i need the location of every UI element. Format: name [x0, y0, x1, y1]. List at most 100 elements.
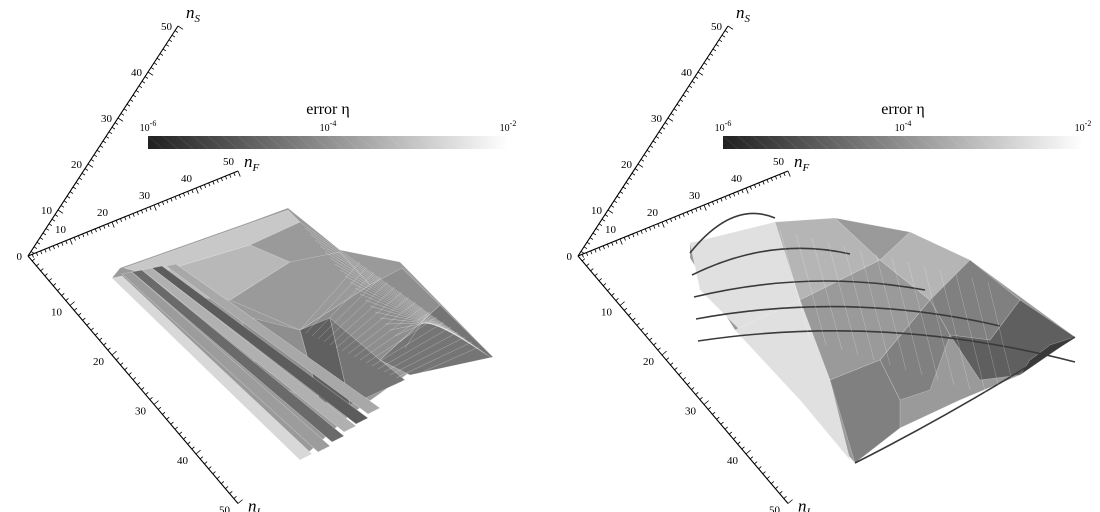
axis-nF-tick [174, 196, 177, 200]
axis-nI-tick [136, 382, 141, 386]
surface-mesh-line [891, 257, 923, 376]
axis-nI-tick [82, 317, 86, 321]
legend-title: error η [306, 101, 349, 118]
axis-nF-tick [712, 201, 715, 205]
axis-nI-tick [707, 406, 712, 410]
surface-mesh-line [365, 316, 438, 364]
legend-mesh-line [902, 135, 919, 150]
axis-nI-tick [632, 317, 636, 321]
surface-mesh-line [339, 269, 467, 342]
surface-mesh-line [324, 251, 476, 348]
axis-nF-tick [602, 245, 605, 250]
surface-chart-svg: 0 10 20 30 40 50 nS 10 20 30 40 50 nF 10 20 30 40 50 nI err… [567, 3, 1092, 512]
axis-nI-tick [162, 411, 166, 415]
surface-cliff [329, 317, 406, 406]
legend-tick-exponent: -6 [725, 119, 732, 128]
axis-nI-tick [69, 301, 75, 306]
axis-nS-tick [694, 76, 699, 79]
surface-mesh-line [323, 281, 389, 343]
legend-mesh-line [462, 135, 479, 150]
axis-nI-tick [90, 327, 94, 331]
axis-nF-tick [153, 204, 157, 211]
axis-nI-tick [195, 449, 201, 455]
axis-nS-tick [709, 53, 714, 56]
axis-nI-tick [787, 499, 793, 504]
surface-mesh-line [987, 281, 1019, 406]
axis-nS-tick [652, 140, 657, 144]
axis-nS-tick [589, 237, 594, 240]
legend-tick-label: 10-6 [140, 119, 157, 134]
legend-mesh-line [812, 135, 829, 150]
legend-mesh-line [962, 135, 979, 150]
axis-nF-tick [783, 172, 786, 177]
surface-mesh-line [359, 293, 455, 334]
legend-tick-exponent: -2 [510, 119, 517, 128]
legend-mesh-line [282, 135, 299, 150]
axis-nS-tick [673, 108, 678, 112]
surface-mesh-line [399, 316, 431, 343]
axis-nF-tick [665, 220, 668, 224]
legend-mesh-line [722, 135, 739, 150]
axis-nI-tick [754, 461, 758, 465]
axis-nS-tick [643, 154, 648, 158]
surface-mesh-line [353, 306, 424, 358]
axis-nI-tick [581, 258, 586, 262]
axis-nI-tick [212, 471, 216, 475]
axis-nI-tick [615, 297, 619, 301]
surface-mesh-line [334, 263, 470, 344]
axis-nI-tick [120, 362, 124, 366]
axis-nS-tick [655, 136, 660, 139]
axis-nF-tick [225, 175, 228, 180]
axis-nS-tick-label: 30 [651, 113, 663, 125]
axis-nS-tick-label: 0 [17, 251, 23, 263]
axis-nI-tick [40, 268, 44, 272]
axis-nS-tick [592, 232, 597, 236]
legend-mesh-line [402, 135, 419, 150]
axis-nF-tick [779, 174, 782, 178]
legend-mesh-line [1037, 135, 1054, 150]
surface-mesh-line [317, 276, 382, 340]
axis-nF-tick [157, 203, 160, 207]
axis-nS-title: nS [186, 3, 201, 25]
axis-nS-tick [610, 205, 615, 208]
surface-mesh-line [341, 296, 410, 352]
axis-nI-tick [204, 461, 208, 465]
axis-nI-tick [594, 273, 598, 277]
axis-nS-tick-label: 30 [101, 113, 113, 125]
surface-mesh-line [907, 261, 939, 381]
axis-nF-tick [758, 182, 761, 187]
axis-nS-tick [670, 113, 675, 116]
axis-nF-tick [724, 196, 727, 200]
axis-nS-tick [165, 44, 170, 47]
legend-mesh-line [222, 135, 239, 150]
axis-nI-tick-label: 50 [219, 505, 231, 512]
axis-nI-tick [586, 263, 590, 267]
axis-nS-tick [616, 195, 621, 199]
axis-nF-tick [632, 233, 635, 238]
axis-nF-tick [653, 225, 656, 229]
axis-nS-tick [81, 172, 86, 176]
axis-nF-tick [686, 211, 689, 216]
surface-mesh-line [309, 233, 485, 354]
axis-nS-tick [712, 48, 717, 52]
axis-nS-tick [108, 131, 113, 135]
axis-nS-tick [30, 251, 35, 254]
axis-nI-tick [225, 486, 229, 489]
axis-nF-title: nF [794, 152, 810, 174]
axis-nI-tick [695, 392, 699, 395]
axis-nI-tick [128, 372, 132, 376]
legend-mesh-line [1022, 135, 1039, 150]
legend-tick-exponent: -2 [1085, 119, 1092, 128]
surface-mesh-line [344, 275, 464, 340]
axis-nS-tick [135, 90, 140, 93]
axis-nF-tick [145, 208, 148, 212]
axis-nF-tick-label: 40 [731, 173, 743, 185]
legend-mesh-line [447, 135, 464, 150]
axis-nF-tick [183, 192, 186, 197]
legend-mesh-line [267, 135, 284, 150]
legend-mesh-line [872, 135, 889, 150]
legend-mesh-line [297, 135, 314, 150]
axis-nF-tick [199, 186, 202, 190]
legend-mesh-line [887, 135, 904, 150]
axis-nI-subscript: I [256, 507, 262, 512]
